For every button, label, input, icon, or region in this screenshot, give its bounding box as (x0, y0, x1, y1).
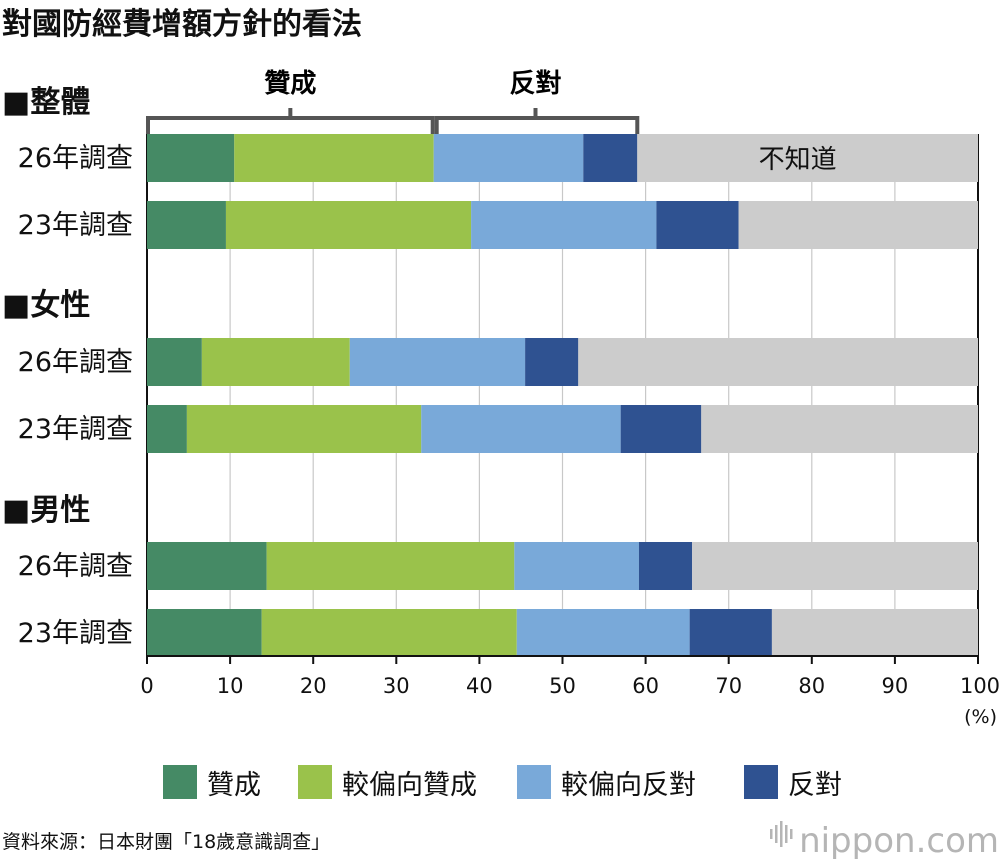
bar-segment (186, 405, 422, 453)
x-axis-unit: (%) (964, 706, 997, 728)
x-tick-label: 70 (715, 674, 742, 698)
logo-mark-icon (770, 821, 793, 847)
bar-segment (433, 134, 584, 182)
bar-segment (620, 405, 702, 453)
bar-segment (421, 405, 621, 453)
logo-bar (780, 821, 783, 847)
x-axis: 0 10 20 30 40 50 60 70 80 90 100 (140, 655, 1000, 698)
x-tick-label: 100 (960, 674, 1000, 698)
x-tick-label: 20 (300, 674, 327, 698)
group-label: ■整體 (2, 85, 90, 120)
bar-segment (656, 201, 739, 249)
legend-label: 較偏向贊成 (342, 770, 477, 801)
bar-segment (637, 134, 978, 182)
x-tick-label: 60 (632, 674, 659, 698)
legend-swatch (517, 765, 551, 799)
legend-label: 反對 (788, 770, 842, 801)
x-tick-label: 40 (466, 674, 493, 698)
bar-segment (692, 542, 978, 590)
bar-segment (349, 338, 526, 386)
legend-swatch (744, 765, 778, 799)
logo-bar (790, 829, 793, 839)
bar-segment (525, 338, 579, 386)
bracket-disagree (434, 116, 640, 134)
x-tick-label: 0 (140, 674, 153, 698)
nippon-logo: nippon.com (770, 821, 999, 861)
row-labels: 26年調查 23年調查 26年調查 23年調查 26年調查 23年調查 (18, 143, 133, 649)
bracket-agree (146, 116, 435, 134)
legend-swatch (163, 765, 197, 799)
group-label: ■男性 (2, 493, 90, 528)
dont-know-annotation: 不知道 (759, 145, 837, 175)
bar-segment (516, 609, 690, 657)
bar-segment (234, 134, 434, 182)
row-label: 26年調查 (18, 551, 133, 582)
legend-label: 較偏向反對 (561, 770, 696, 801)
bar-segment (738, 201, 978, 249)
row-label: 23年調查 (18, 618, 133, 649)
bar-segment (147, 338, 202, 386)
bar-segment (147, 201, 226, 249)
bar-segment (147, 609, 262, 657)
bar-segment (147, 134, 235, 182)
x-tick-label: 80 (798, 674, 825, 698)
legend-swatch (298, 765, 332, 799)
bar-segment (638, 542, 693, 590)
bar-segment (201, 338, 350, 386)
bar-segment (771, 609, 978, 657)
logo-bar (785, 825, 788, 843)
legend: 贊成 較偏向贊成 較偏向反對 反對 (163, 765, 842, 801)
bar-segment (514, 542, 639, 590)
logo-text: nippon.com (799, 821, 999, 861)
group-label: ■女性 (2, 288, 90, 323)
bar-segment (701, 405, 978, 453)
bar-segment (147, 405, 187, 453)
chart-title: 對國防經費增額方針的看法 (2, 7, 362, 42)
bar-segment (689, 609, 772, 657)
legend-label: 贊成 (207, 770, 261, 801)
x-tick-label: 30 (383, 674, 410, 698)
bar-segment (147, 542, 267, 590)
bar-segment (225, 201, 472, 249)
bar-segment (578, 338, 978, 386)
bar-segment (583, 134, 638, 182)
source-note: 資料來源：日本財團「18歲意識調查」 (2, 831, 330, 853)
row-label: 26年調查 (18, 347, 133, 378)
bars (147, 134, 978, 657)
bracket-agree-label: 贊成 (264, 69, 316, 99)
x-tick-label: 50 (549, 674, 576, 698)
logo-bar (775, 825, 778, 843)
x-tick-label: 10 (217, 674, 244, 698)
row-label: 26年調查 (18, 143, 133, 174)
agree-disagree-brackets: 贊成 反對 (146, 69, 640, 134)
bar-segment (471, 201, 657, 249)
bar-segment (266, 542, 515, 590)
row-label: 23年調查 (18, 414, 133, 445)
bracket-disagree-label: 反對 (509, 69, 561, 99)
logo-bar (770, 829, 773, 839)
row-label: 23年調查 (18, 210, 133, 241)
x-tick-label: 90 (882, 674, 909, 698)
group-labels: ■整體 ■女性 ■男性 (2, 85, 90, 528)
bar-segment (261, 609, 517, 657)
